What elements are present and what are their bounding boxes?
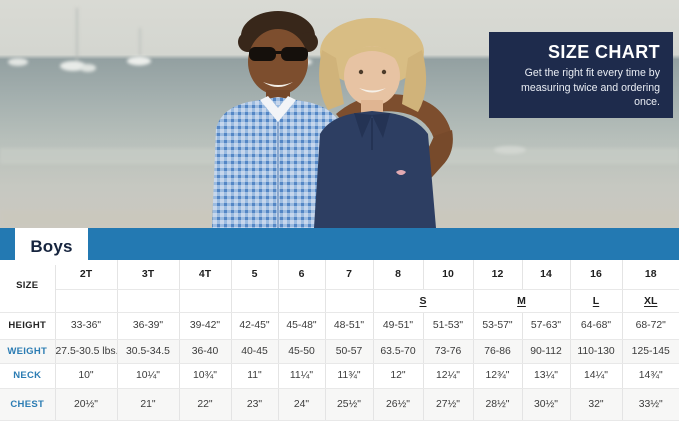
measurement-cell: 51-53" <box>423 312 474 340</box>
size-group-empty-cell <box>55 289 118 313</box>
measurement-cell: 110-130 <box>570 339 623 364</box>
measurement-cell: 63.5-70 <box>373 339 424 364</box>
size-table-section: SIZE 2T 3T 4T 5 6 7 8 10 12 14 16 18 S M L XL HEIGHT 33-36… <box>0 260 679 421</box>
sunglasses <box>249 47 276 61</box>
measurement-cell: 125-145 <box>622 339 679 364</box>
measurement-cell: 68-72" <box>622 312 679 340</box>
row-label-weight: WEIGHT <box>0 339 56 364</box>
measurement-cell: 27½" <box>423 388 474 421</box>
measurement-cell: 25½" <box>325 388 374 421</box>
size-table: SIZE 2T 3T 4T 5 6 7 8 10 12 14 16 18 S M L XL HEIGHT 33-36… <box>0 260 679 421</box>
size-col-header: 8 <box>373 260 424 290</box>
measurement-cell: 36-39" <box>117 312 180 340</box>
size-col-header: 7 <box>325 260 374 290</box>
category-bar: Boys <box>0 228 679 265</box>
measurement-cell: 48-51" <box>325 312 374 340</box>
row-label-height: HEIGHT <box>0 312 56 340</box>
tab-boys[interactable]: Boys <box>15 228 88 265</box>
measurement-cell: 33-36" <box>55 312 118 340</box>
measurement-cell: 13¼" <box>522 363 571 389</box>
measurement-cell: 36-40 <box>179 339 232 364</box>
measurement-cell: 14¾" <box>622 363 679 389</box>
measurement-cell: 45-48" <box>278 312 326 340</box>
size-group-header: M <box>473 289 571 313</box>
measurement-cell: 76-86 <box>473 339 523 364</box>
size-col-header: 10 <box>423 260 474 290</box>
row-label-neck: NECK <box>0 363 56 389</box>
measurement-cell: 26½" <box>373 388 424 421</box>
size-col-header: 18 <box>622 260 679 290</box>
measurement-cell: 64-68" <box>570 312 623 340</box>
measurement-cell: 10¼" <box>117 363 180 389</box>
measurement-cell: 11" <box>231 363 279 389</box>
whale-logo <box>396 170 406 175</box>
measurement-cell: 50-57 <box>325 339 374 364</box>
measurement-cell: 10" <box>55 363 118 389</box>
measurement-cell: 14¼" <box>570 363 623 389</box>
measurement-cell: 53-57" <box>473 312 523 340</box>
measurement-cell: 11¼" <box>278 363 326 389</box>
size-group-empty-cell <box>179 289 232 313</box>
measurement-cell: 30.5-34.5 <box>117 339 180 364</box>
hero-photo: SIZE CHART Get the right fit every time … <box>0 0 679 228</box>
measurement-cell: 23" <box>231 388 279 421</box>
measurement-cell: 30½" <box>522 388 571 421</box>
measurement-cell: 27.5-30.5 lbs. <box>55 339 118 364</box>
size-group-empty-cell <box>278 289 326 313</box>
size-col-header: 6 <box>278 260 326 290</box>
measurement-cell: 73-76 <box>423 339 474 364</box>
size-col-header: 5 <box>231 260 279 290</box>
size-col-header: 14 <box>522 260 571 290</box>
size-chart-badge: SIZE CHART Get the right fit every time … <box>489 32 673 118</box>
measurement-cell: 10¾" <box>179 363 232 389</box>
measurement-cell: 49-51" <box>373 312 424 340</box>
tab-boys-label: Boys <box>30 236 73 256</box>
measurement-cell: 12" <box>373 363 424 389</box>
size-corner-label: SIZE <box>0 260 56 313</box>
boy-right <box>314 18 436 228</box>
measurement-cell: 28½" <box>473 388 523 421</box>
measurement-cell: 57-63" <box>522 312 571 340</box>
size-group-empty-cell <box>325 289 374 313</box>
size-col-header: 16 <box>570 260 623 290</box>
measurement-cell: 11¾" <box>325 363 374 389</box>
measurement-cell: 90-112 <box>522 339 571 364</box>
measurement-cell: 33½" <box>622 388 679 421</box>
size-group-header: XL <box>622 289 679 313</box>
measurement-cell: 21" <box>117 388 180 421</box>
size-group-header: S <box>373 289 474 313</box>
size-group-empty-cell <box>117 289 180 313</box>
measurement-cell: 39-42" <box>179 312 232 340</box>
badge-title: SIZE CHART <box>548 42 660 62</box>
size-col-header: 4T <box>179 260 232 290</box>
size-col-header: 12 <box>473 260 523 290</box>
measurement-cell: 12¾" <box>473 363 523 389</box>
size-group-header: L <box>570 289 623 313</box>
size-group-empty-cell <box>231 289 279 313</box>
measurement-cell: 45-50 <box>278 339 326 364</box>
size-col-header: 3T <box>117 260 180 290</box>
badge-subtitle: Get the right fit every time by measurin… <box>521 67 660 109</box>
measurement-cell: 42-45" <box>231 312 279 340</box>
measurement-cell: 12¼" <box>423 363 474 389</box>
measurement-cell: 32" <box>570 388 623 421</box>
measurement-cell: 20½" <box>55 388 118 421</box>
row-label-chest: CHEST <box>0 388 56 421</box>
measurement-cell: 40-45 <box>231 339 279 364</box>
measurement-cell: 24" <box>278 388 326 421</box>
measurement-cell: 22" <box>179 388 232 421</box>
